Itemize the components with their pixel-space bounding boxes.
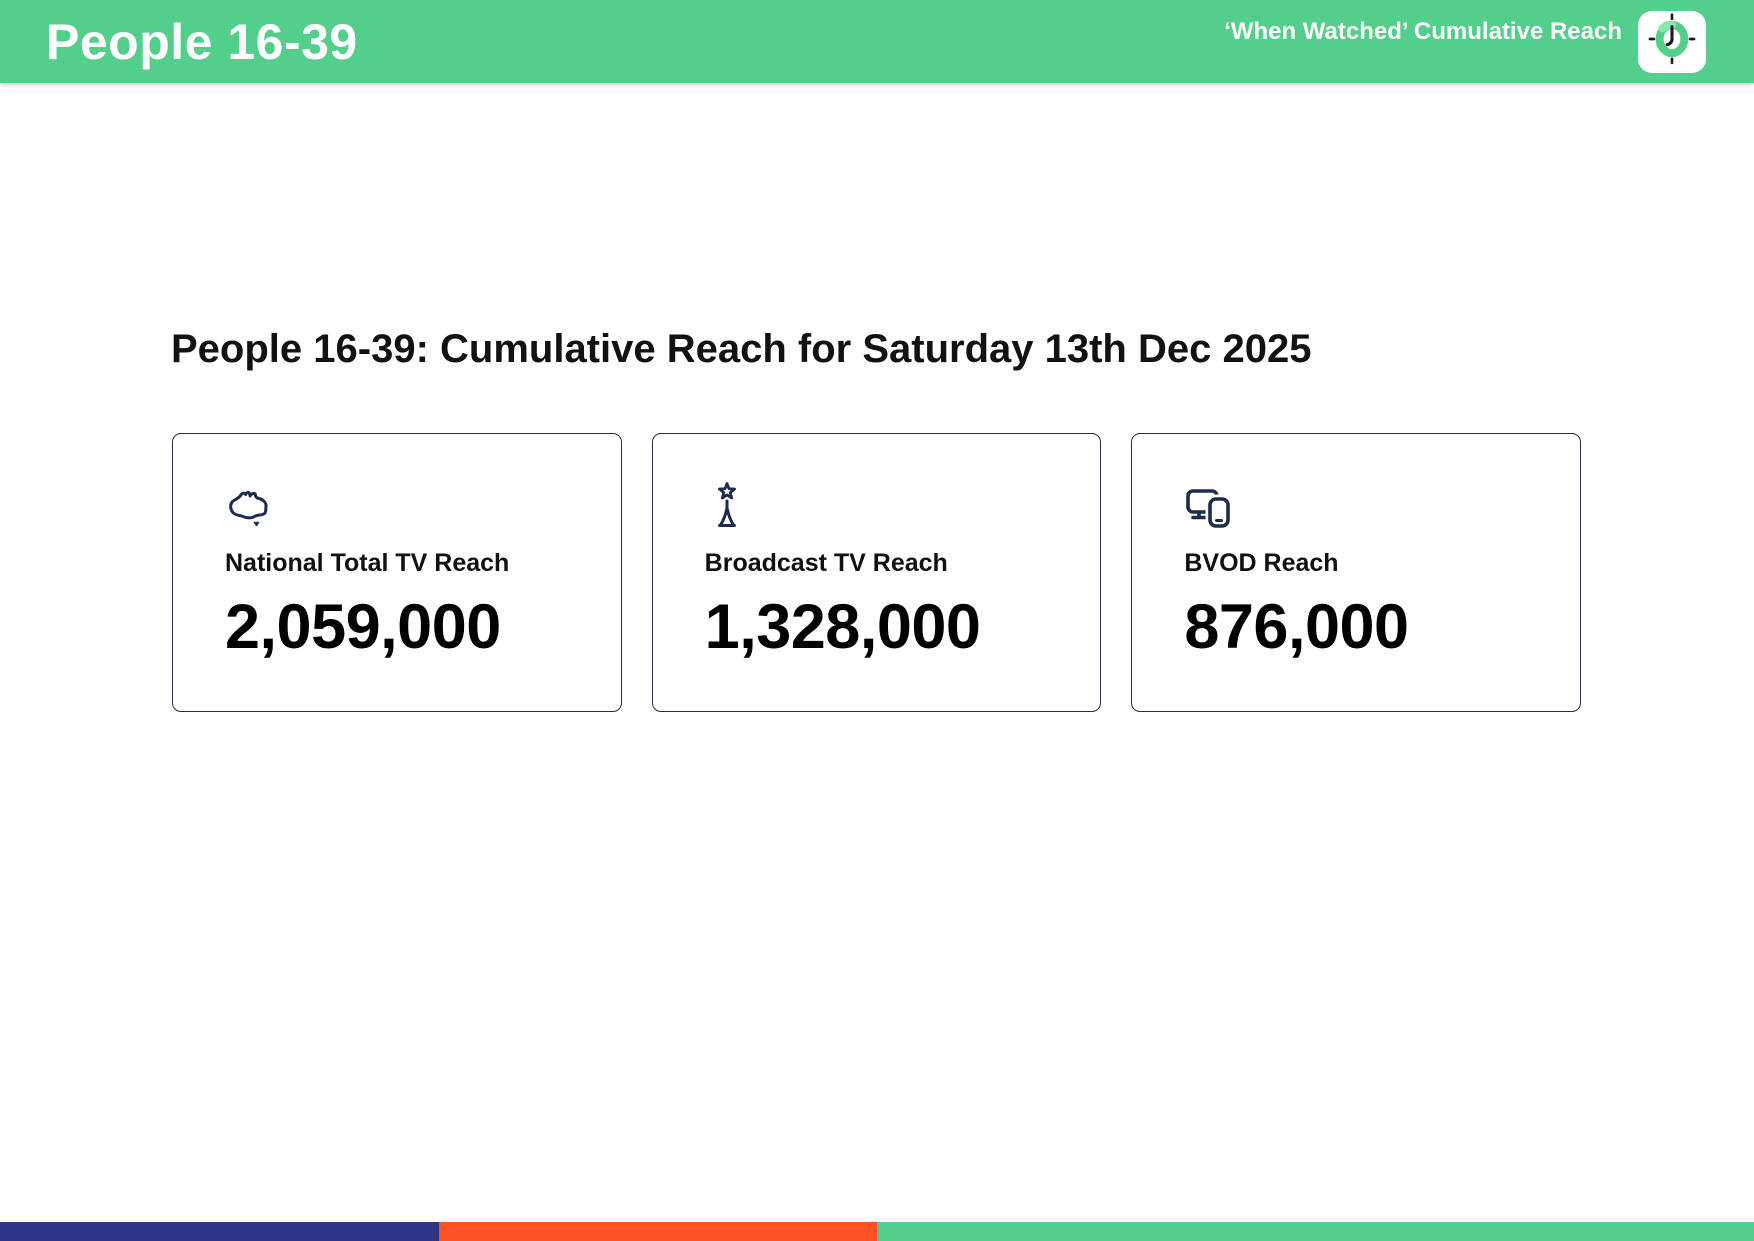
card-label: Broadcast TV Reach	[704, 549, 948, 577]
card-label: BVOD Reach	[1184, 549, 1339, 577]
card-label: National Total TV Reach	[225, 549, 510, 577]
tv-and-phone-devices-icon	[1184, 482, 1560, 532]
card-national-total-tv-reach: National Total TV Reach 2,059,000	[172, 433, 622, 712]
card-value: 2,059,000	[225, 592, 501, 662]
header-bar: People 16-39 ‘When Watched’ Cumulative R…	[0, 0, 1754, 83]
card-broadcast-tv-reach: Broadcast TV Reach 1,328,000	[651, 433, 1102, 712]
footer-color-bar	[0, 1222, 1754, 1241]
footer-segment-navy	[0, 1222, 439, 1241]
section-heading: People 16-39: Cumulative Reach for Satur…	[171, 327, 1312, 371]
header-right-group: ‘When Watched’ Cumulative Reach	[1224, 10, 1706, 73]
page-title: People 16-39	[46, 13, 358, 70]
australia-map-icon	[225, 482, 601, 532]
broadcast-tower-star-icon	[705, 482, 1081, 532]
card-value: 1,328,000	[704, 592, 981, 662]
card-bvod-reach: BVOD Reach 876,000	[1131, 433, 1582, 712]
clock-tile	[1638, 10, 1706, 73]
clock-icon	[1642, 11, 1702, 72]
footer-segment-green	[877, 1222, 1754, 1241]
footer-segment-orange	[438, 1222, 877, 1241]
header-subtitle: ‘When Watched’ Cumulative Reach	[1224, 17, 1622, 45]
card-value: 876,000	[1184, 592, 1409, 662]
kpi-cards-row: National Total TV Reach 2,059,000 Broadc…	[172, 433, 1582, 712]
